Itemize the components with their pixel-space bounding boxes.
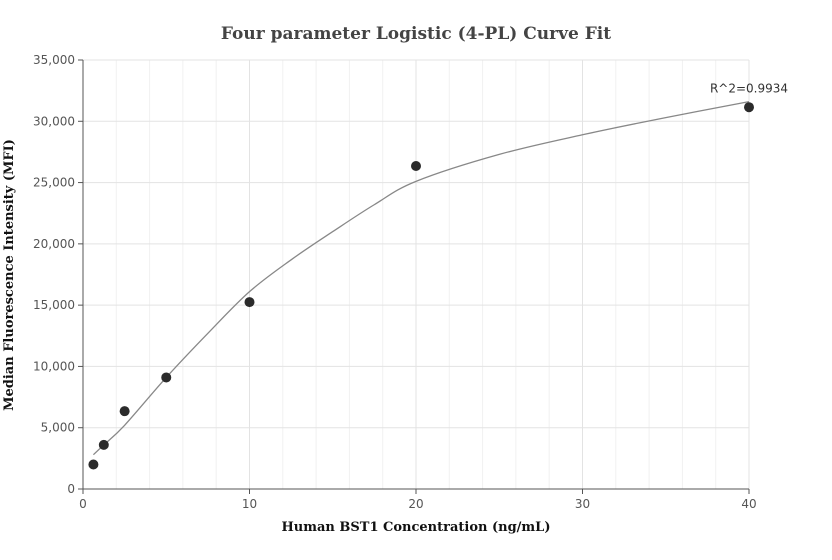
x-tick-label: 30	[575, 497, 590, 511]
x-tick-label: 0	[79, 497, 87, 511]
y-tick-label: 10,000	[33, 359, 75, 373]
x-tick-label: 40	[741, 497, 756, 511]
data-points	[88, 102, 754, 470]
y-tick-label: 15,000	[33, 298, 75, 312]
data-point	[744, 102, 754, 113]
x-axis-title: Human BST1 Concentration (ng/mL)	[282, 520, 551, 535]
data-point	[119, 406, 130, 417]
y-axis-title: Median Fluorescence Intensity (MFI)	[2, 139, 17, 411]
data-point	[161, 372, 172, 383]
y-tick-label: 35,000	[33, 53, 75, 67]
r-squared-annotation: R^2=0.9934	[710, 82, 788, 96]
y-tick-label: 5,000	[41, 421, 75, 435]
x-tick-label: 10	[242, 497, 257, 511]
y-tick-label: 30,000	[33, 114, 75, 128]
y-tick-label: 25,000	[33, 176, 75, 190]
data-point	[88, 459, 99, 470]
data-point	[411, 161, 421, 172]
data-point	[98, 439, 109, 450]
y-tick-label: 20,000	[33, 237, 75, 251]
y-axis-ticks: 0 5,000 10,000 15,000 20,000 25,000 30,000 35,0…	[33, 53, 83, 496]
fit-curve-line	[92, 101, 750, 456]
data-point	[244, 297, 255, 308]
y-tick-label: 0	[67, 482, 75, 496]
chart-title: Four parameter Logistic (4-PL) Curve Fit	[221, 24, 611, 44]
grid	[83, 59, 750, 489]
x-axis-ticks: 0 10 20 30 40	[79, 489, 757, 511]
x-tick-label: 20	[408, 497, 423, 511]
